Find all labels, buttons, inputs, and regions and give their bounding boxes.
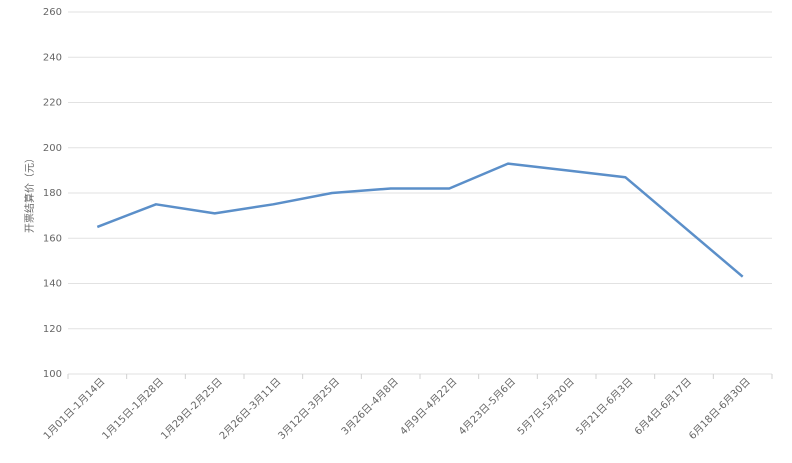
y-tick-label: 120 <box>43 324 62 335</box>
x-tick-label: 3月12日-3月25日 <box>276 376 342 442</box>
y-tick-label: 200 <box>43 143 62 154</box>
data-line <box>96 162 744 278</box>
x-tick-label: 3月26日-4月8日 <box>339 376 401 438</box>
x-tick-label: 6月18日-6月30日 <box>686 376 752 442</box>
y-tick-label: 160 <box>43 233 62 244</box>
x-tick-label: 1月15日-1月28日 <box>100 376 166 442</box>
y-axis-label: 开票结算价（元） <box>23 153 36 233</box>
y-tick-label: 100 <box>43 369 62 380</box>
y-tick-label: 180 <box>43 188 62 199</box>
x-tick-label: 4月9日-4月22日 <box>398 376 460 438</box>
y-tick-label: 220 <box>43 98 62 109</box>
y-tick-label: 140 <box>43 279 62 290</box>
x-tick-label: 6月4日-6月17日 <box>632 376 694 438</box>
x-tick-label: 4月23日-5月6日 <box>456 376 518 438</box>
x-tick-label: 1月29日-2月25日 <box>158 376 224 442</box>
y-tick-label: 240 <box>43 52 62 63</box>
x-tick-label: 1月01日-1月14日 <box>41 376 107 442</box>
x-tick-label: 5月21日-6月3日 <box>574 376 636 438</box>
x-tick-label: 2月26日-3月11日 <box>217 376 283 442</box>
x-tick-label: 5月7日-5月20日 <box>515 376 577 438</box>
y-tick-label: 260 <box>43 7 62 18</box>
